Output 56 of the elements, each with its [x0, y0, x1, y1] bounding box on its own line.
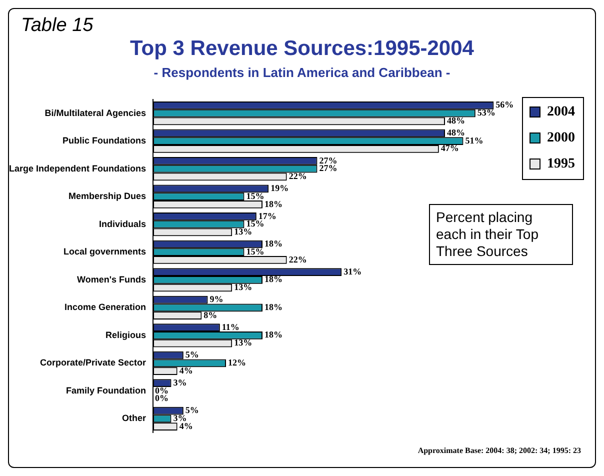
data-label: 15% [246, 190, 264, 201]
data-label: 18% [264, 274, 282, 284]
annotation: Percent placing each in their Top Three Sources [429, 204, 573, 265]
y-tick-label: Corporate/Private Sector [40, 358, 146, 368]
data-label: 31% [344, 266, 362, 276]
chart-subtitle: - Respondents in Latin America and Caribbean - [152, 65, 452, 80]
data-label: 13% [234, 226, 252, 237]
data-label: 4% [179, 365, 193, 376]
data-label: 8% [204, 310, 218, 320]
data-label: 48% [447, 115, 465, 126]
y-tick-label: Other [122, 413, 146, 424]
data-label: 18% [264, 330, 282, 340]
data-label: 15% [246, 218, 264, 229]
data-label: 15% [246, 246, 264, 256]
y-tick-label: Local governments [63, 246, 146, 257]
data-label: 17% [258, 210, 276, 221]
legend-label: 2004 [547, 104, 575, 120]
data-label: 0% [155, 393, 168, 404]
text: Approximate Base: 2004: 38; 2002: 34; 1995: 23 [418, 446, 581, 455]
y-tick-label: Individuals [98, 218, 146, 229]
data-label: 3% [173, 413, 187, 424]
y-tick-label: Women's Funds [77, 274, 146, 284]
data-label: 47% [440, 143, 459, 154]
data-label: 22% [288, 254, 307, 264]
data-label: 27% [319, 155, 338, 166]
data-label: 0% [155, 385, 168, 396]
chart-title: Top 3 Revenue Sources:1995-2004 [129, 37, 475, 61]
legend-label: 2000 [547, 130, 575, 146]
data-label: 27% [319, 163, 338, 174]
data-label: 56% [496, 100, 514, 110]
data-label: 18% [264, 302, 282, 312]
y-tick-label: Membership Dues [68, 191, 146, 202]
data-label: 12% [228, 358, 246, 368]
caption: Table 15 [21, 15, 94, 37]
data-label: 4% [179, 420, 193, 431]
y-tick-label: Large Independent Foundations [9, 163, 146, 174]
data-label: 48% [447, 128, 465, 138]
y-tick-label: Family Foundation [66, 385, 146, 396]
data-label: 5% [185, 350, 199, 360]
data-label: 18% [264, 238, 282, 249]
legend-label: 1995 [547, 156, 575, 172]
y-tick-label: Income Generation [64, 302, 146, 312]
data-label: 3% [173, 377, 187, 388]
data-label: 22% [288, 171, 307, 182]
data-label: 13% [234, 282, 252, 292]
y-tick-label: Public Foundations [62, 136, 146, 146]
y-tick-label: Religious [105, 330, 146, 340]
data-label: 51% [465, 135, 484, 146]
data-label: 13% [234, 338, 252, 348]
data-label: 5% [185, 405, 199, 416]
data-label: 11% [222, 322, 240, 332]
y-tick-label: Bi/Multilateral Agencies [44, 108, 146, 118]
data-label: 19% [270, 183, 289, 194]
data-label: 53% [477, 108, 496, 118]
data-label: 18% [264, 198, 282, 209]
data-label: 9% [210, 294, 224, 304]
